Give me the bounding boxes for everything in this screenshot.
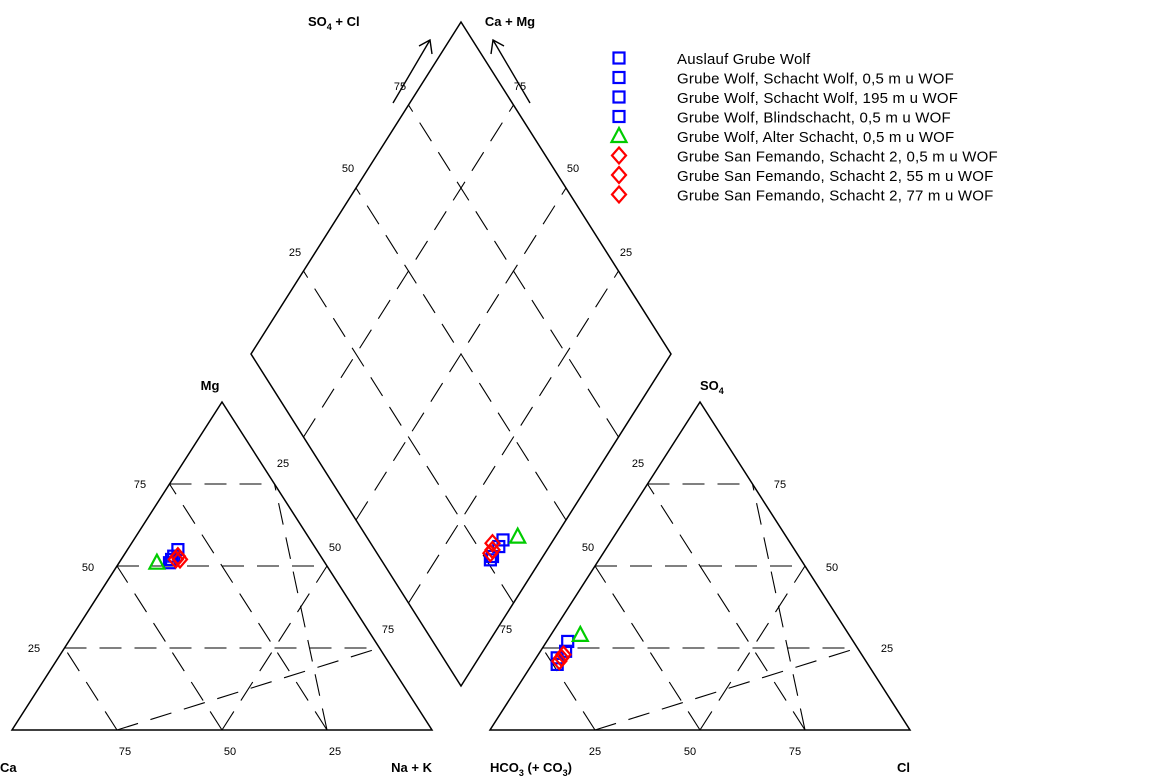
diamond-grid-line bbox=[303, 270, 514, 604]
label-ca: Ca bbox=[0, 760, 17, 775]
anion-grid-line bbox=[751, 483, 806, 731]
legend-label-6: Grube San Femando, Schacht 2, 0,5 m u WO… bbox=[677, 149, 998, 166]
tick-label: 50 bbox=[684, 746, 696, 758]
diamond-grid-line bbox=[355, 187, 567, 521]
tick-label: 50 bbox=[567, 163, 579, 175]
grid-lines bbox=[64, 104, 858, 731]
label-hco3-co3: HCO3 (+ CO3) bbox=[490, 760, 572, 777]
tick-label: 50 bbox=[826, 562, 838, 574]
diagram-frames bbox=[10, 20, 912, 731]
legend-marker-3 bbox=[612, 90, 626, 104]
anion-grid-line bbox=[647, 483, 806, 731]
diamond-grid-line bbox=[408, 104, 619, 438]
anion-grid-line bbox=[594, 647, 858, 731]
tick-labels: 25 50 75 75 50 25 25 50 75 25 50 75 75 50 25 75 50 25 25 50… bbox=[28, 81, 893, 758]
tick-label: 75 bbox=[774, 479, 786, 491]
arrow-so4-cl-head-icon bbox=[418, 38, 433, 55]
tick-label: 75 bbox=[394, 81, 406, 93]
tick-label: 75 bbox=[500, 624, 512, 636]
label-mg: Mg bbox=[201, 378, 220, 393]
diamond-frame bbox=[250, 20, 672, 688]
legend-marker-6 bbox=[610, 145, 628, 166]
arrow-ca-mg-icon bbox=[492, 39, 531, 104]
anion-triangle-frame bbox=[488, 400, 912, 731]
tick-label: 25 bbox=[289, 247, 301, 259]
legend-label-7: Grube San Femando, Schacht 2, 55 m u WOF bbox=[677, 168, 993, 185]
tick-label: 50 bbox=[224, 746, 236, 758]
legend-label-4: Grube Wolf, Blindschacht, 0,5 m u WOF bbox=[677, 110, 951, 127]
tick-label: 25 bbox=[620, 247, 632, 259]
point-cation-8 bbox=[167, 549, 185, 570]
legend-marker-2 bbox=[612, 70, 626, 85]
label-ca-mg: Ca + Mg bbox=[485, 14, 535, 29]
tick-label: 25 bbox=[589, 746, 601, 758]
tick-label: 75 bbox=[119, 746, 131, 758]
tick-label: 75 bbox=[789, 746, 801, 758]
tick-label: 25 bbox=[277, 458, 289, 470]
diamond-grid-line bbox=[303, 104, 514, 438]
legend-marker-7 bbox=[610, 165, 628, 185]
point-anion-8 bbox=[550, 651, 568, 671]
corner-labels: Ca Mg Na + K HCO3 (+ CO3) SO4 Cl SO4 + Cl Ca + … bbox=[0, 14, 910, 777]
tick-label: 50 bbox=[82, 562, 94, 574]
point-cation-5 bbox=[147, 552, 167, 570]
cation-grid-line bbox=[116, 647, 380, 731]
anion-grid-line bbox=[542, 647, 596, 731]
legend-label-1: Auslauf Grube Wolf bbox=[677, 51, 811, 68]
tick-label: 25 bbox=[329, 746, 341, 758]
label-na-k: Na + K bbox=[391, 760, 432, 775]
tick-label: 25 bbox=[632, 458, 644, 470]
legend-marker-8 bbox=[610, 184, 628, 205]
tick-label: 75 bbox=[382, 624, 394, 636]
arrow-ca-mg-head-icon bbox=[490, 38, 505, 55]
cation-grid-line bbox=[169, 483, 328, 731]
tick-label: 50 bbox=[342, 163, 354, 175]
label-so4: SO4 bbox=[700, 378, 724, 396]
cation-triangle-frame bbox=[10, 400, 434, 731]
point-diamond-8 bbox=[481, 543, 499, 563]
tick-label: 75 bbox=[134, 479, 146, 491]
label-cl: Cl bbox=[897, 760, 910, 775]
legend-label-3: Grube Wolf, Schacht Wolf, 195 m u WOF bbox=[677, 90, 958, 107]
tick-label: 25 bbox=[881, 643, 893, 655]
tick-label: 25 bbox=[28, 643, 40, 655]
legend: Auslauf Grube Wolf Grube Wolf, Schacht Wo… bbox=[609, 51, 998, 205]
point-diamond-6 bbox=[484, 533, 501, 553]
point-anion-5 bbox=[570, 624, 590, 643]
arrow-so4-cl-icon bbox=[392, 39, 431, 104]
data-points bbox=[147, 526, 590, 672]
tick-label: 50 bbox=[582, 542, 594, 554]
legend-marker-4 bbox=[612, 109, 626, 124]
diamond-grid-line bbox=[408, 270, 619, 604]
cation-grid-line bbox=[273, 483, 328, 731]
cation-grid-line bbox=[64, 647, 118, 731]
legend-marker-5 bbox=[609, 125, 629, 144]
tick-label: 50 bbox=[329, 542, 341, 554]
point-diamond-5 bbox=[508, 526, 528, 544]
legend-label-5: Grube Wolf, Alter Schacht, 0,5 m u WOF bbox=[677, 129, 954, 146]
legend-label-8: Grube San Femando, Schacht 2, 77 m u WOF bbox=[677, 188, 993, 205]
legend-marker-1 bbox=[612, 51, 626, 65]
legend-label-2: Grube Wolf, Schacht Wolf, 0,5 m u WOF bbox=[677, 71, 954, 88]
label-so4-cl: SO4 + Cl bbox=[308, 14, 360, 32]
